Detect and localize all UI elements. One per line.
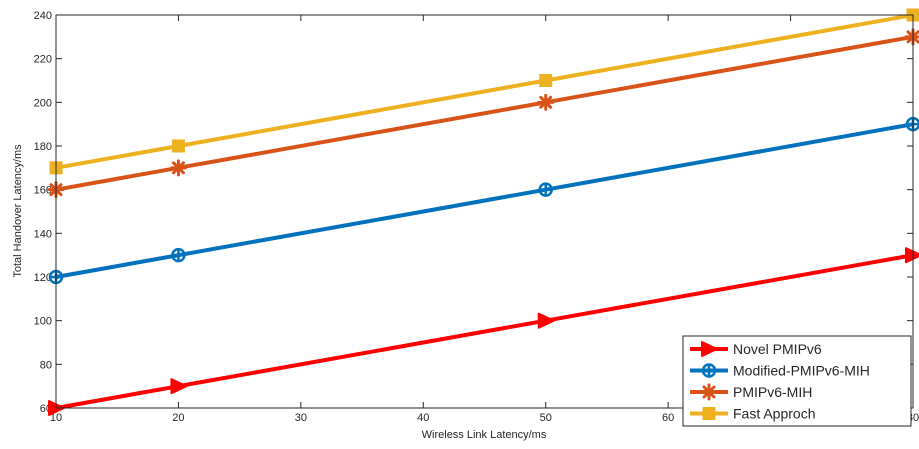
data-point xyxy=(538,182,553,197)
legend-label: Fast Approch xyxy=(733,406,816,422)
data-point xyxy=(171,139,185,153)
legend: Novel PMIPv6 Modified-PMIPv6-MIH PMIPv6-MI… xyxy=(682,335,912,427)
series-line xyxy=(55,122,914,279)
y-tick-label: 200 xyxy=(34,97,52,109)
legend-marker xyxy=(701,341,718,357)
legend-marker xyxy=(701,363,717,378)
legend-item: Fast Approch xyxy=(690,406,816,422)
series-line xyxy=(55,34,914,192)
series-0 xyxy=(48,247,919,416)
axis-ticks: 1020304050607080608010012014016018020022… xyxy=(34,10,919,424)
y-axis-label: Total Handover Latency/ms xyxy=(12,144,24,278)
x-tick-label: 30 xyxy=(295,412,307,424)
plot-frame xyxy=(55,14,914,409)
series-group xyxy=(47,8,919,416)
x-axis-label: Wireless Link Latency/ms xyxy=(422,429,547,441)
y-tick-label: 140 xyxy=(34,228,52,240)
series-line xyxy=(55,253,914,410)
x-tick-label: 20 xyxy=(172,412,184,424)
y-tick-label: 240 xyxy=(34,10,52,22)
x-tick-label: 60 xyxy=(662,412,674,424)
x-tick-label: 40 xyxy=(417,412,429,424)
y-tick-label: 120 xyxy=(34,272,52,284)
legend-label: Modified-PMIPv6-MIH xyxy=(733,363,870,379)
legend-item: Modified-PMIPv6-MIH xyxy=(690,363,870,379)
x-tick-label: 50 xyxy=(540,412,552,424)
data-point xyxy=(537,312,555,329)
legend-label: PMIPv6-MIH xyxy=(733,384,812,400)
data-point xyxy=(169,159,187,177)
y-tick-label: 180 xyxy=(34,141,52,153)
data-point xyxy=(539,74,553,87)
y-tick-label: 160 xyxy=(34,185,52,197)
data-point xyxy=(171,247,186,263)
x-tick-label: 10 xyxy=(50,412,62,424)
data-point xyxy=(537,93,555,111)
y-tick-label: 220 xyxy=(34,54,52,66)
legend-label: Novel PMIPv6 xyxy=(733,341,822,357)
legend-item: PMIPv6-MIH xyxy=(690,383,812,401)
legend-marker xyxy=(702,407,716,420)
legend-marker xyxy=(700,383,718,401)
y-tick-label: 80 xyxy=(40,359,52,371)
legend-item: Novel PMIPv6 xyxy=(690,341,822,357)
series-line xyxy=(55,13,914,170)
data-point xyxy=(170,378,188,395)
y-tick-label: 100 xyxy=(34,316,52,328)
